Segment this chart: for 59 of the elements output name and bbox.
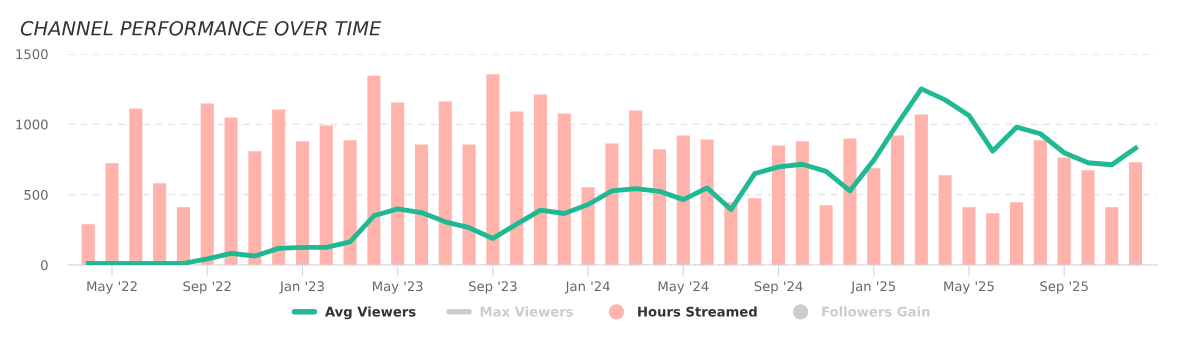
bar (843, 138, 857, 265)
bar (891, 135, 905, 265)
bar (819, 205, 833, 265)
bar (319, 125, 333, 265)
bar (605, 143, 619, 265)
bar (486, 74, 500, 265)
bar (343, 140, 357, 265)
x-tick-label: May '25 (944, 281, 994, 294)
bar (367, 75, 381, 265)
bar (462, 144, 476, 265)
bar (700, 139, 714, 265)
y-tick-label: 1000 (16, 119, 48, 130)
bar (438, 101, 452, 265)
legend-label: Hours Streamed (638, 306, 757, 317)
bar (914, 114, 928, 265)
bar (962, 207, 976, 265)
x-tick-label: Jan '25 (850, 281, 896, 294)
bar (795, 141, 809, 265)
x-tick-label: Sep '23 (469, 281, 517, 294)
bar (200, 103, 214, 265)
bar (272, 109, 286, 265)
bar (771, 145, 786, 265)
bar (1057, 157, 1071, 265)
y-tick-label: 1500 (16, 49, 48, 60)
bar (1033, 140, 1047, 265)
bar (676, 135, 690, 265)
bar (629, 110, 643, 265)
bar (1081, 170, 1095, 265)
y-tick-label: 500 (24, 189, 48, 200)
bar (986, 213, 1000, 265)
x-tick-label: May '24 (658, 281, 709, 294)
bar (414, 144, 429, 265)
x-tick-label: Sep '22 (183, 281, 231, 294)
bar (748, 198, 762, 265)
bar (652, 149, 667, 265)
x-tick-label: May '22 (87, 281, 137, 294)
bar (248, 151, 262, 265)
bar (1129, 162, 1143, 265)
bar (391, 102, 405, 265)
bar (1010, 202, 1024, 265)
bar (867, 168, 881, 265)
chart-title: CHANNEL PERFORMANCE OVER TIME (20, 20, 382, 36)
bar (1105, 207, 1119, 265)
bar (81, 224, 95, 265)
bar (510, 111, 524, 265)
x-tick-label: Sep '25 (1040, 281, 1088, 294)
line-series (85, 86, 1139, 265)
bar (938, 175, 952, 265)
y-tick-label: 0 (41, 260, 48, 271)
bar (557, 113, 571, 265)
legend-label: Avg Viewers (324, 306, 416, 320)
x-tick-label: Sep '24 (754, 281, 803, 294)
bar (224, 117, 238, 265)
x-tick-label: May '23 (373, 281, 423, 294)
bar (295, 141, 310, 265)
bar (533, 94, 548, 265)
x-tick-label: Jan '24 (564, 281, 610, 294)
x-tick-label: Jan '23 (279, 281, 324, 294)
bar (581, 187, 595, 265)
